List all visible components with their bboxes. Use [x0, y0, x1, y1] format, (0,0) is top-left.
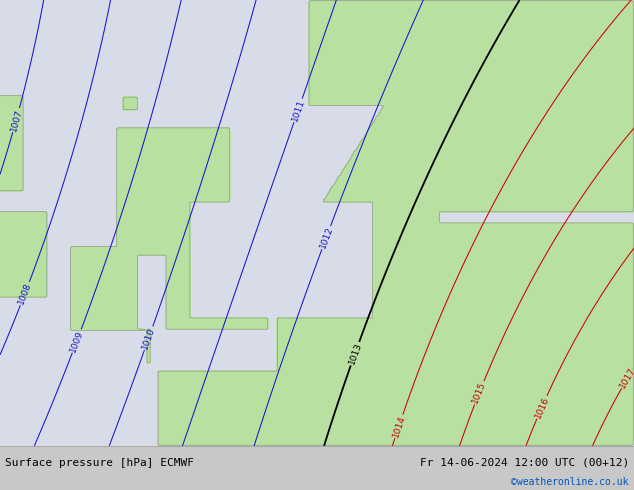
- Text: 1011: 1011: [290, 98, 306, 123]
- Text: Surface pressure [hPa] ECMWF: Surface pressure [hPa] ECMWF: [5, 458, 194, 467]
- Text: 1007: 1007: [9, 108, 23, 132]
- Text: 1015: 1015: [471, 380, 488, 405]
- Text: 1012: 1012: [318, 225, 334, 250]
- Text: Fr 14-06-2024 12:00 UTC (00+12): Fr 14-06-2024 12:00 UTC (00+12): [420, 458, 629, 467]
- Text: 1010: 1010: [141, 326, 157, 351]
- Text: 1008: 1008: [16, 281, 33, 306]
- Text: 1013: 1013: [347, 342, 363, 366]
- Text: ©weatheronline.co.uk: ©weatheronline.co.uk: [512, 477, 629, 487]
- Text: 1016: 1016: [533, 395, 550, 419]
- Text: 1017: 1017: [618, 365, 634, 390]
- Text: 1014: 1014: [391, 414, 407, 439]
- Text: 1009: 1009: [68, 329, 85, 353]
